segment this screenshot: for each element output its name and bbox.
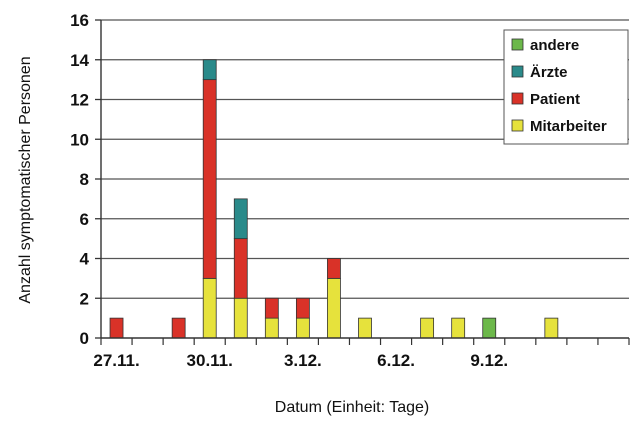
y-tick-label: 8	[80, 170, 89, 189]
x-tick-label: 30.11.	[187, 351, 233, 370]
bar-patient-29.11.	[171, 317, 186, 339]
x-tick-label: 6.12.	[377, 351, 415, 370]
legend-label: andere	[530, 37, 579, 54]
bar-mitarbeiter-8.12.	[451, 317, 466, 339]
y-tick-label: 4	[80, 250, 90, 269]
y-tick-label: 16	[70, 11, 89, 30]
axes: 0 2 4 6 8 10 12 14 16 27.11. 30.11. 3.12. 6.12. 9.12.	[70, 11, 630, 370]
bar-patient-30.11.	[202, 79, 217, 279]
bar-patient-2.12.	[264, 297, 279, 319]
legend-box	[503, 29, 629, 145]
bar-mitarbeiter-30.11.	[202, 277, 217, 339]
bar-ärzte-1.12.	[233, 198, 248, 240]
bar-mitarbeiter-5.12.	[358, 317, 372, 339]
legend-label: Patient	[530, 91, 580, 108]
x-tick-label: 27.11.	[93, 351, 139, 370]
y-tick-label: 2	[80, 289, 89, 308]
legend-swatch-patient	[511, 92, 524, 105]
legend-swatch-ärzte	[511, 65, 524, 78]
legend-label: Mitarbeiter	[530, 118, 607, 135]
bar-patient-1.12.	[233, 238, 248, 299]
bar-patient-4.12.	[327, 258, 341, 279]
bar-andere-9.12.	[482, 317, 497, 339]
y-tick-label: 14	[70, 51, 89, 70]
bar-mitarbeiter-11.12.	[544, 317, 559, 339]
legend-label: Ärzte	[530, 64, 568, 81]
y-tick-label: 6	[80, 210, 89, 229]
y-tick-label: 12	[70, 91, 89, 110]
bar-mitarbeiter-2.12.	[264, 317, 279, 339]
bar-patient-3.12.	[295, 297, 310, 319]
bar-mitarbeiter-1.12.	[233, 297, 248, 339]
bar-patient-27.11.	[109, 317, 124, 339]
legend: andere Ärzte Patient Mitarbeiter	[503, 29, 629, 145]
bar-mitarbeiter-4.12.	[327, 277, 341, 339]
legend-swatch-mitarbeiter	[511, 119, 524, 132]
x-tick-label: 9.12.	[470, 351, 508, 370]
x-axis-title: Datum (Einheit: Tage)	[275, 399, 429, 416]
bars	[109, 59, 559, 339]
y-axis-title: Anzahl symptomatischer Personen	[17, 56, 34, 303]
x-tick-label: 3.12.	[284, 351, 322, 370]
bar-ärzte-30.11.	[202, 59, 217, 81]
bar-mitarbeiter-7.12.	[420, 317, 435, 339]
y-tick-label: 0	[80, 329, 89, 348]
bar-mitarbeiter-3.12.	[295, 317, 310, 339]
gridlines	[101, 19, 629, 299]
legend-swatch-andere	[511, 38, 524, 51]
y-tick-label: 10	[70, 130, 89, 149]
